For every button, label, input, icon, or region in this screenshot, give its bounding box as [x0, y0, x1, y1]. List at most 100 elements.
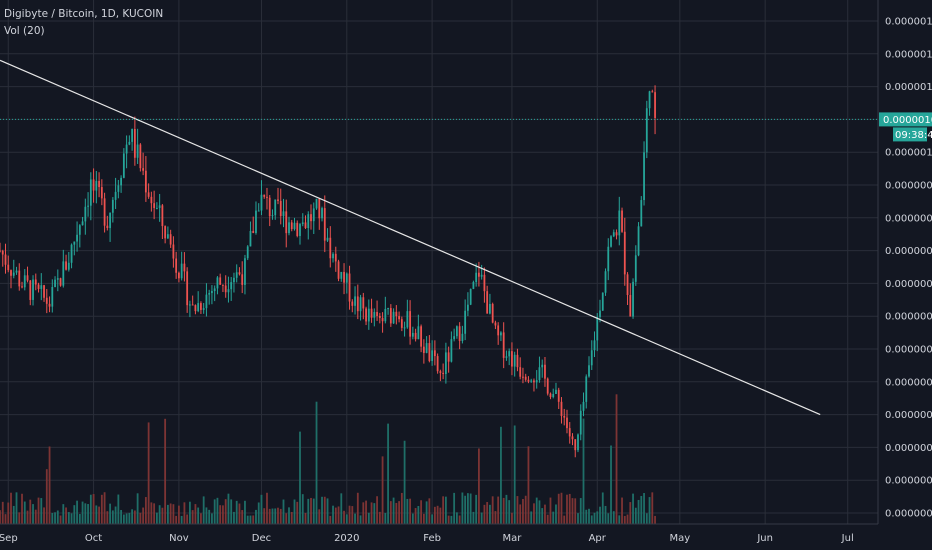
candle-body: [444, 352, 447, 374]
candle-body: [189, 304, 191, 306]
volume-bar: [524, 495, 527, 524]
candle-body: [378, 315, 381, 318]
volume-bar: [596, 511, 599, 524]
candle-body: [447, 352, 450, 362]
candle-body: [645, 108, 648, 153]
volume-bar: [213, 499, 216, 524]
volume-bar: [453, 492, 456, 524]
candle-body: [98, 180, 100, 188]
candle-body: [122, 153, 125, 178]
candle-body: [483, 274, 486, 292]
candle-body: [541, 364, 544, 368]
volume-bar: [367, 512, 370, 524]
candle-body: [238, 272, 241, 275]
volume-bar: [227, 493, 230, 524]
y-tick-label: 0.00000070: [885, 345, 932, 356]
volume-bar: [376, 496, 378, 524]
volume-bar: [340, 493, 343, 524]
candle-body: [425, 343, 428, 353]
volume-bar: [4, 514, 7, 524]
candle-body: [381, 317, 384, 322]
candle-body: [323, 208, 326, 241]
candle-body: [70, 244, 73, 263]
volume-bar: [546, 514, 549, 524]
volume-bar: [645, 513, 648, 524]
candle-body: [436, 356, 439, 372]
candle-body: [169, 234, 172, 245]
volume-bar: [161, 507, 164, 524]
volume-bar: [409, 498, 412, 524]
y-tick-label: 0.00000050: [885, 476, 932, 487]
candle-body: [142, 168, 145, 171]
volume-bar: [10, 492, 12, 524]
volume-bar: [626, 514, 629, 524]
volume-bar: [439, 507, 442, 524]
volume-bar: [362, 502, 365, 524]
candle-body: [557, 389, 560, 402]
volume-bar: [640, 495, 643, 524]
volume-bar: [590, 515, 593, 524]
volume-bar: [489, 504, 491, 524]
volume-bar: [150, 502, 153, 524]
candle-body: [455, 326, 458, 337]
last-price-tag: [879, 112, 932, 127]
candle-body: [67, 262, 70, 270]
x-tick-label: 2020: [334, 533, 359, 544]
candle-body: [395, 311, 398, 317]
volume-bar: [282, 499, 285, 524]
candle-body: [277, 199, 279, 201]
candle-body: [384, 308, 387, 322]
price-axis-panel[interactable]: [878, 0, 932, 550]
volume-bar: [197, 507, 200, 524]
candle-body: [194, 305, 197, 312]
candle-body: [222, 284, 224, 286]
candle-body: [497, 325, 500, 336]
candle-body: [213, 288, 216, 292]
candle-body: [365, 308, 367, 322]
volume-bar: [100, 494, 103, 524]
x-axis-ticks: Sep Oct Nov Dec 2020 Feb Mar Apr May Jun Jul: [0, 533, 854, 544]
candle-body: [73, 241, 76, 245]
volume-bar: [585, 509, 588, 524]
candle-body: [527, 379, 530, 382]
volume-bar: [392, 497, 395, 524]
volume-bar: [508, 500, 511, 524]
candle-body: [522, 376, 524, 378]
volume-bar: [533, 503, 535, 524]
volume-bar: [301, 494, 304, 524]
candle-body: [623, 231, 626, 275]
volume-bar: [304, 513, 307, 524]
volume-bar: [466, 493, 469, 524]
volume-bar: [354, 513, 356, 524]
volume-bar: [131, 509, 134, 524]
candle-body: [285, 211, 288, 234]
candle-body: [544, 364, 546, 379]
volume-bar: [23, 501, 26, 524]
volume-bar: [224, 499, 227, 524]
candle-body: [293, 222, 296, 230]
volume-bar: [51, 512, 54, 524]
volume-bar: [125, 513, 128, 524]
volume-bar: [142, 507, 145, 524]
volume-bar: [651, 492, 654, 524]
volume-bar: [601, 492, 604, 524]
trendline[interactable]: [0, 59, 821, 416]
candle-body: [450, 339, 453, 362]
volume-bar: [296, 501, 299, 524]
last-price-value: 0.00000105: [883, 115, 932, 126]
volume-bar: [249, 515, 252, 524]
candle-body: [202, 308, 205, 310]
volume-bar: [257, 502, 260, 524]
candle-body: [18, 270, 21, 287]
candle-body: [246, 246, 249, 259]
volume-bar: [186, 514, 189, 524]
volume-bar: [389, 501, 392, 524]
volume-bar: [593, 512, 596, 524]
volume-bar: [111, 510, 114, 524]
candle-body: [252, 230, 255, 233]
volume-bar: [12, 505, 15, 524]
volume-bar: [604, 505, 607, 524]
volume-bar: [458, 515, 461, 524]
candle-body: [120, 177, 123, 186]
